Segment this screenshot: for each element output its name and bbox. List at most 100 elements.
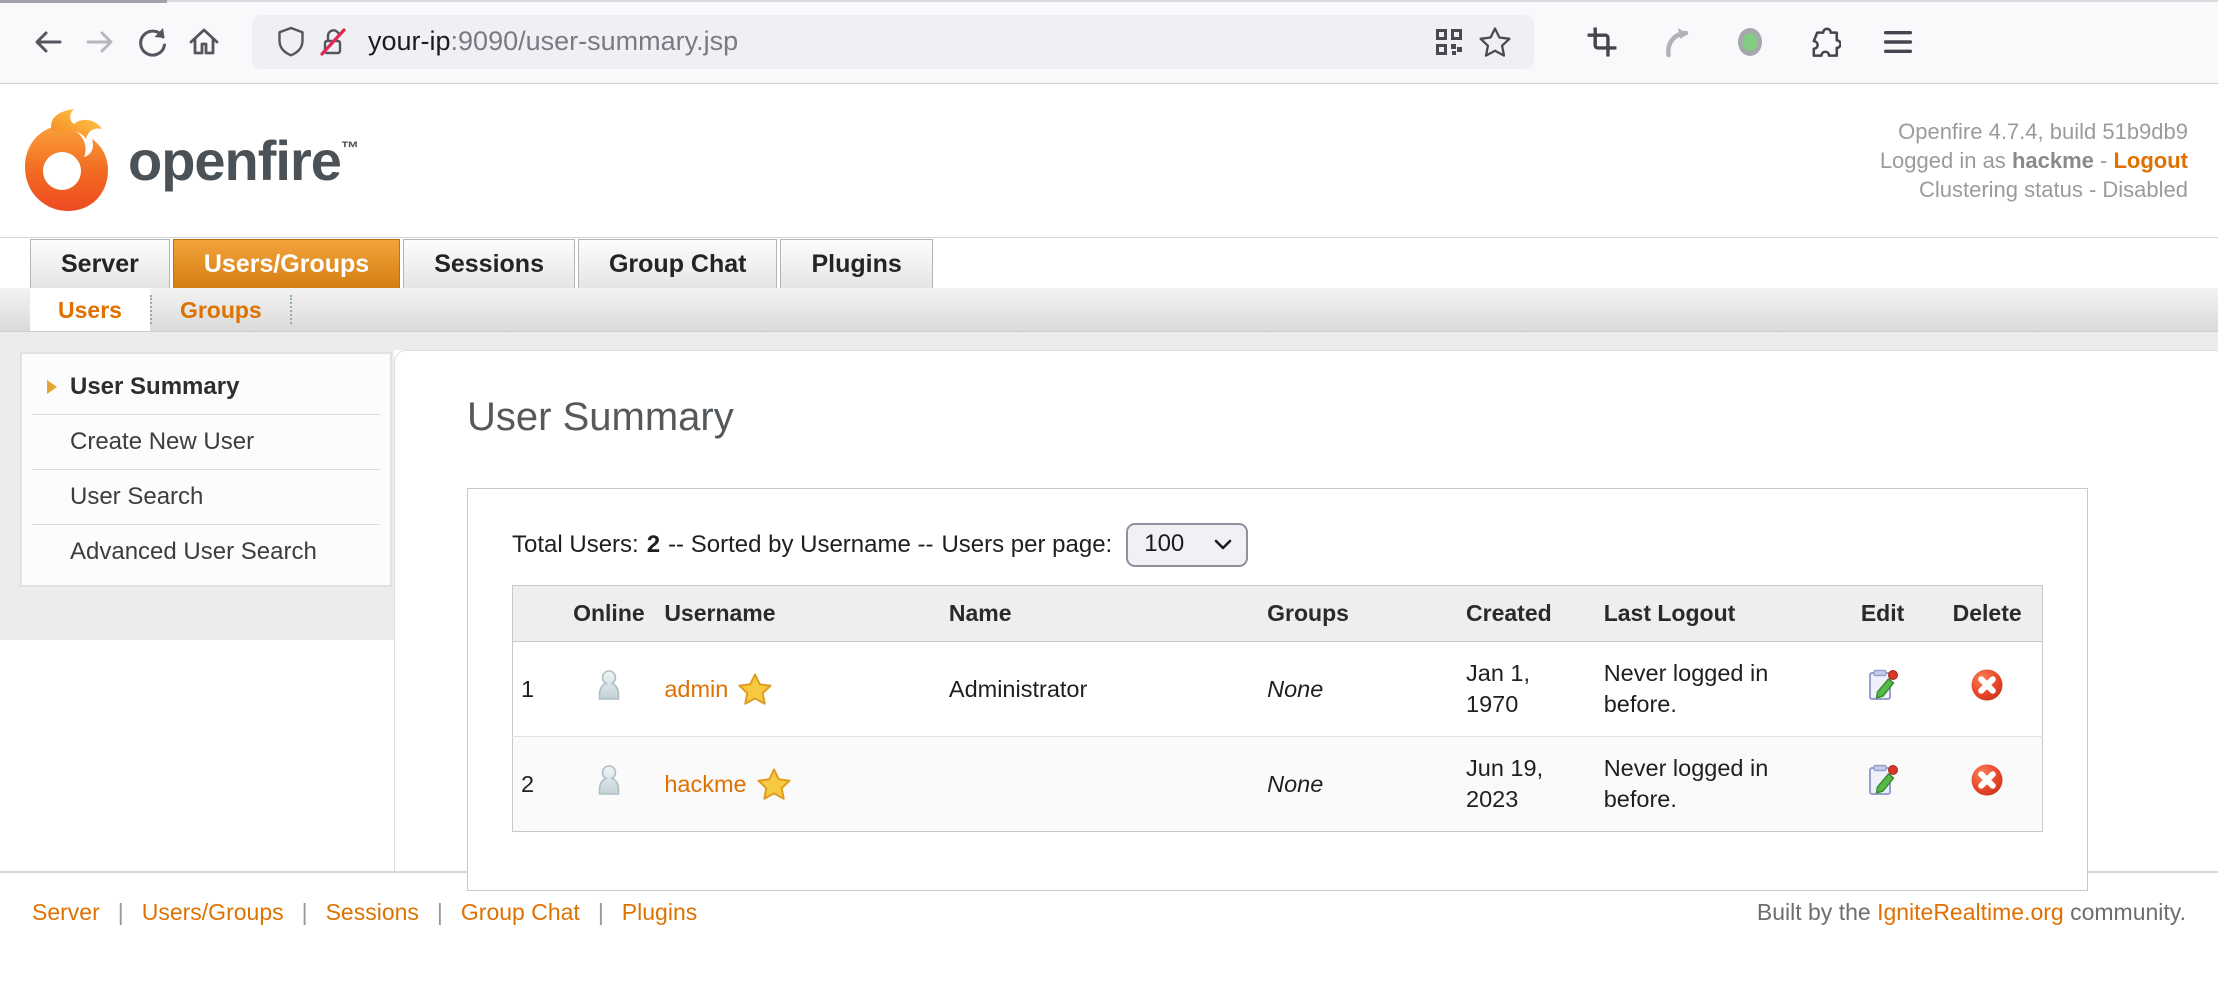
home-icon xyxy=(186,24,222,60)
sidebar-item-user-summary[interactable]: User Summary xyxy=(32,360,380,414)
forward-button[interactable] xyxy=(74,16,126,68)
bookmark-star-icon xyxy=(1478,26,1512,58)
edit-icon[interactable] xyxy=(1867,763,1899,797)
browser-chrome: your-ip:9090/user-summary.jsp xyxy=(0,0,2218,84)
extension-status-button[interactable] xyxy=(1724,16,1776,68)
clustering-line: Clustering status - Disabled xyxy=(1918,177,2188,202)
url-host: your-ip xyxy=(368,26,451,56)
footer-link-sessions[interactable]: Sessions xyxy=(325,899,419,925)
swoosh-arrow-icon xyxy=(1658,24,1694,60)
last-logout-cell: Never logged in before. xyxy=(1603,660,1769,717)
col-header-last-logout: Last Logout xyxy=(1595,585,1833,642)
built-by-text: Built by the IgniteRealtime.org communit… xyxy=(1757,899,2186,926)
qr-scan-button[interactable] xyxy=(1426,19,1472,65)
tab-group-chat[interactable]: Group Chat xyxy=(577,239,778,288)
created-cell: Jan 1, 1970 xyxy=(1466,660,1531,717)
row-index: 2 xyxy=(512,736,562,832)
tab-server[interactable]: Server xyxy=(30,239,170,288)
edit-cell xyxy=(1832,736,1933,832)
sidebar-item-label: User Search xyxy=(70,483,204,510)
sidebar-item-label: User Summary xyxy=(70,373,240,400)
footer-separator: | xyxy=(117,899,124,925)
back-icon xyxy=(30,24,66,60)
footer-link-group-chat[interactable]: Group Chat xyxy=(460,899,580,925)
header-info: Openfire 4.7.4, build 51b9db9 Logged in … xyxy=(1880,117,2188,204)
igniterealtime-link[interactable]: IgniteRealtime.org xyxy=(1877,899,2064,925)
col-header-username: Username xyxy=(656,585,941,642)
reload-icon xyxy=(134,24,170,60)
edit-icon[interactable] xyxy=(1867,668,1899,702)
sidebar-item-advanced-user-search[interactable]: Advanced User Search xyxy=(32,524,380,579)
built-prefix: Built by the xyxy=(1756,899,1871,925)
openfire-flame-icon xyxy=(18,108,114,213)
col-header-online: Online xyxy=(561,585,657,642)
sub-nav: Users Groups xyxy=(0,288,2218,332)
col-header-name: Name xyxy=(940,585,1260,642)
extensions-puzzle-icon xyxy=(1807,25,1841,59)
delete-icon[interactable] xyxy=(1970,668,2004,702)
login-prefix: Logged in as xyxy=(1879,148,2006,173)
sidebar-item-create-new-user[interactable]: Create New User xyxy=(32,414,380,469)
table-row-hackme: 2 hackme None xyxy=(512,736,2043,832)
delete-icon[interactable] xyxy=(1970,763,2004,797)
created-cell: Jun 19, 2023 xyxy=(1458,736,1596,832)
hamburger-menu-icon xyxy=(1882,28,1914,56)
users-per-page-select[interactable]: 100 xyxy=(1126,523,1249,567)
col-header-groups: Groups xyxy=(1259,585,1459,642)
subtab-users[interactable]: Users xyxy=(30,288,150,331)
total-users-label: Total Users: xyxy=(512,531,639,558)
edit-cell xyxy=(1833,642,1932,737)
browser-tabstrip-edge xyxy=(0,0,2218,3)
row-index: 1 xyxy=(521,675,535,702)
reload-button[interactable] xyxy=(126,16,178,68)
insecure-connection-button[interactable] xyxy=(312,21,354,63)
last-logout-cell: Never logged in before. xyxy=(1595,736,1833,832)
main-tab-bar: Server Users/Groups Sessions Group Chat … xyxy=(0,237,2218,288)
url-bar[interactable]: your-ip:9090/user-summary.jsp xyxy=(252,14,1534,69)
extension-swoosh-button[interactable] xyxy=(1650,16,1702,68)
summary-line: Total Users: 2 -- Sorted by Username -- … xyxy=(512,523,2043,567)
tab-sessions[interactable]: Sessions xyxy=(403,239,575,288)
admin-star-icon xyxy=(757,768,791,800)
col-header-delete: Delete xyxy=(1932,585,2043,642)
name-cell xyxy=(940,736,1260,832)
url-path: :9090/user-summary.jsp xyxy=(450,26,739,56)
qr-code-icon xyxy=(1434,27,1464,57)
logged-in-username: hackme xyxy=(2011,148,2094,173)
offline-user-icon xyxy=(594,668,624,702)
logout-link[interactable]: Logout xyxy=(2113,148,2188,173)
extensions-button[interactable] xyxy=(1798,16,1850,68)
subtab-groups[interactable]: Groups xyxy=(179,297,262,323)
tab-plugins[interactable]: Plugins xyxy=(780,239,933,288)
users-per-page-value: 100 xyxy=(1144,530,1185,557)
footer-link-plugins[interactable]: Plugins xyxy=(621,899,698,925)
users-table: Online Username Name Groups Created Last… xyxy=(512,585,2043,832)
sidebar-item-label: Advanced User Search xyxy=(70,538,317,565)
username-link[interactable]: hackme xyxy=(664,770,747,797)
groups-cell: None xyxy=(1259,736,1459,832)
footer-links: Server | Users/Groups | Sessions | Group… xyxy=(32,899,697,926)
back-button[interactable] xyxy=(22,16,74,68)
active-item-arrow-icon xyxy=(46,379,58,395)
sidebar-item-user-search[interactable]: User Search xyxy=(32,469,380,524)
admin-star-icon xyxy=(738,673,772,705)
bookmark-button[interactable] xyxy=(1472,19,1518,65)
col-header-index xyxy=(512,585,562,642)
table-row-admin: 1 admin Administrator xyxy=(513,642,2043,737)
shield-icon xyxy=(275,25,307,59)
home-button[interactable] xyxy=(178,16,230,68)
openfire-wordmark: openfire™ xyxy=(128,129,359,192)
username-link[interactable]: admin xyxy=(664,675,729,702)
tracking-shield-button[interactable] xyxy=(270,21,312,63)
site-header: openfire™ Openfire 4.7.4, build 51b9db9 … xyxy=(0,84,2218,237)
screenshot-button[interactable] xyxy=(1576,16,1628,68)
trademark-symbol: ™ xyxy=(340,138,359,158)
openfire-logo[interactable]: openfire™ xyxy=(18,108,359,213)
tab-users-groups[interactable]: Users/Groups xyxy=(172,239,401,288)
col-header-edit: Edit xyxy=(1832,585,1933,642)
green-circle-icon xyxy=(1732,24,1768,60)
footer-link-users-groups[interactable]: Users/Groups xyxy=(141,899,284,925)
menu-button[interactable] xyxy=(1872,16,1924,68)
crop-icon xyxy=(1585,25,1619,59)
footer-link-server[interactable]: Server xyxy=(32,899,100,925)
